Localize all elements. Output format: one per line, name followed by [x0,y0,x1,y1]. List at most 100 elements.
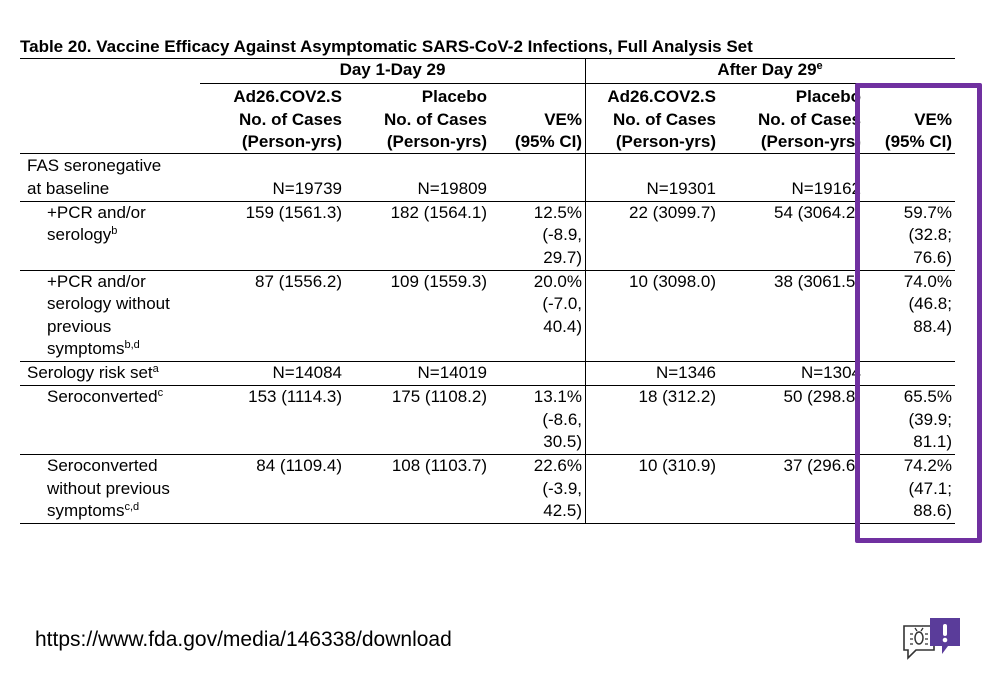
row-label-text: without previous [47,478,170,498]
column-header: (95% CI) [514,132,582,151]
cell: 88.4) [913,316,952,336]
cell: 12.5% [533,202,582,222]
row-label-text: serology [47,225,112,244]
cell: 50 (298.8) [783,387,862,406]
row-label: at baseline [27,178,109,201]
footnote-mark: c [157,387,164,399]
cell: (-3.9, [542,478,582,498]
column-header: (Person-yrs) [615,132,716,151]
column-header: (Person-yrs) [386,132,487,151]
cell: 159 (1561.3) [245,202,342,222]
cell: N=19301 [646,178,716,198]
rule [200,83,955,85]
feedback-icon [903,618,960,660]
column-divider [585,58,587,523]
row-label: serologyb [47,224,117,247]
highlight-box [855,83,982,543]
cell: 108 (1103.7) [391,456,487,475]
cell: 54 (3064.2) [774,202,861,222]
row-label-text: +PCR and/or [47,202,146,222]
footnote-mark: a [152,363,159,375]
rule [20,153,955,155]
column-header: VE% [914,109,952,129]
rule [20,523,955,525]
cell: 22.6% [533,456,582,475]
cell: 10 (310.9) [638,456,717,475]
cell: N=14084 [272,363,342,382]
row-label-text: Seroconverted [47,387,158,406]
row-label-text: symptoms [47,501,125,520]
column-header: Placebo [421,87,487,106]
row-label-text: serology without [47,294,170,313]
cell: 74.2% [903,456,952,475]
cell: (47.1; [908,478,952,498]
column-header: Ad26.COV2.S [607,87,716,106]
column-header: VE% [544,109,582,129]
cell: 42.5) [543,501,582,520]
cell: (46.8; [908,294,952,313]
source-url: https://www.fda.gov/media/146338/downloa… [35,628,452,651]
row-label-text: symptoms [47,339,125,358]
row-label: +PCR and/or [47,202,146,225]
column-header: No. of Cases [613,109,716,129]
row-label: symptomsc,d [47,500,139,523]
cell: N=1304 [800,363,861,382]
group-header-text: After Day 29 [717,60,817,79]
cell: N=14019 [417,363,487,382]
cell: 18 (312.2) [638,387,717,406]
row-label-text: Seroconverted [47,456,158,475]
cell: (39.9; [908,409,952,429]
row-label-text: Serology risk set [27,363,153,382]
row-label: Seroconvertedc [47,386,163,409]
cell: 30.5) [543,432,582,451]
rule [20,200,955,202]
cell: 88.6) [913,501,952,520]
row-label: symptomsb,d [47,338,140,361]
row-label-text: +PCR and/or [47,271,146,291]
column-header: (Person-yrs) [760,132,861,151]
row-label: Serology risk seta [27,362,159,385]
cell: (-7.0, [542,294,582,313]
column-header: (95% CI) [884,132,952,151]
cell: 37 (296.6) [783,456,862,475]
cell: N=19809 [417,178,487,198]
cell: 84 (1109.4) [256,456,342,475]
cell: 65.5% [903,387,952,406]
cell: (32.8; [908,225,952,244]
cell: 40.4) [543,316,582,336]
rule [20,58,955,60]
column-header: No. of Cases [758,109,861,129]
cell: 20.0% [533,271,582,291]
footnote-mark: c,d [124,501,140,513]
rule [20,385,955,387]
cell: N=19739 [272,178,342,198]
cell: 22 (3099.7) [629,202,716,222]
rule [20,454,955,456]
footnote-mark: e [816,60,823,72]
cell: 59.7% [903,202,952,222]
column-header: Ad26.COV2.S [233,87,342,106]
cell: 87 (1556.2) [255,271,342,291]
column-header: No. of Cases [239,109,342,129]
column-header: (Person-yrs) [241,132,342,151]
cell: 175 (1108.2) [391,387,487,406]
table-title: Table 20. Vaccine Efficacy Against Asymp… [20,37,753,56]
row-label-text: at baseline [27,178,110,198]
cell: 10 (3098.0) [629,271,716,291]
cell: N=1346 [655,363,716,382]
cell: 182 (1564.1) [390,202,487,222]
row-label: serology without [47,293,170,316]
row-label: +PCR and/or [47,271,146,294]
cell: 81.1) [913,432,952,451]
rule [20,361,955,363]
row-label: without previous [47,478,170,501]
cell: 13.1% [533,387,582,406]
cell: 153 (1114.3) [248,387,342,406]
column-header: No. of Cases [384,109,487,129]
cell: 76.6) [913,247,952,267]
column-header: Placebo [795,87,861,106]
cell: N=19162 [791,178,861,198]
footnote-mark: b [111,225,118,237]
row-label: previous [47,316,111,339]
